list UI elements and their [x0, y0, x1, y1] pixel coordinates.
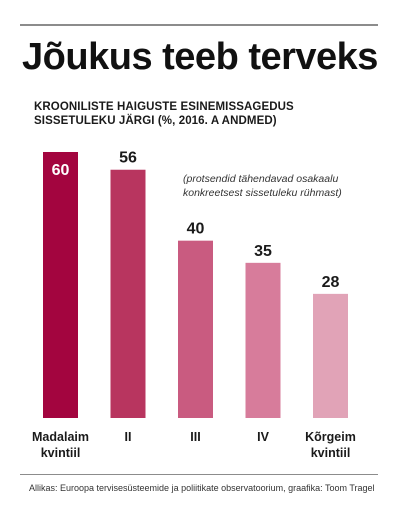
bar-4: [245, 262, 281, 418]
subtitle-line: SISSETULEKU JÄRGI (%, 2016. A ANDMED): [34, 115, 277, 127]
source-text: Allikas: Euroopa tervisesüsteemide ja po…: [29, 483, 375, 493]
value-label-5: 28: [322, 274, 340, 291]
bars-layer: [43, 152, 348, 418]
value-label-4: 35: [254, 243, 272, 260]
top-rule: [20, 24, 378, 26]
value-label-1: 60: [52, 162, 70, 179]
category-label-3: III: [190, 430, 200, 444]
subtitle-line: KROONILISTE HAIGUSTE ESINEMISSAGEDUS: [34, 101, 294, 113]
chart-title: Jõukus teeb terveks: [22, 36, 378, 78]
value-label-2: 56: [119, 150, 137, 167]
chart-subtitle: KROONILISTE HAIGUSTE ESINEMISSAGEDUS SIS…: [34, 100, 294, 128]
bar-1: [43, 152, 78, 418]
value-label-3: 40: [187, 221, 205, 238]
category-label-4: IV: [257, 430, 269, 444]
bar-5: [313, 293, 348, 418]
annotation-line: konkreetsest sissetuleku rühmast): [183, 187, 342, 199]
category-label-2: II: [125, 430, 132, 444]
bar-3: [178, 240, 213, 418]
bar-2: [110, 169, 146, 418]
source-rule: [20, 474, 378, 475]
category-label-1: kvintiil: [41, 446, 81, 460]
value-labels-layer: 60 56 40 35 28: [52, 150, 340, 291]
annotation-line: (protsendid tähendavad osakaalu: [183, 173, 338, 185]
category-label-5: kvintiil: [311, 446, 351, 460]
category-label-1: Madalaim: [32, 430, 89, 444]
category-label-5: Kõrgeim: [305, 430, 356, 444]
